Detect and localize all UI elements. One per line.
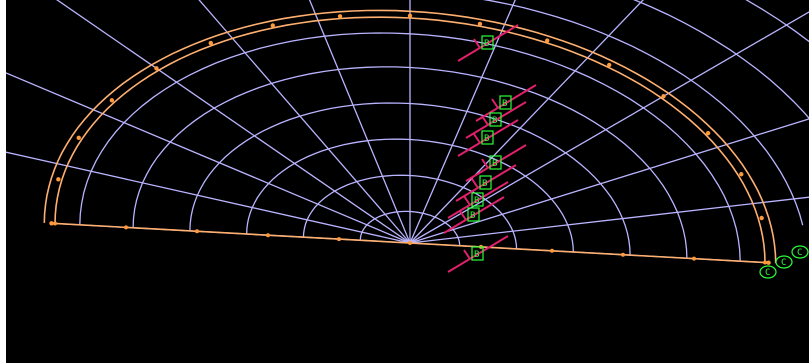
load-arrow-head	[491, 98, 499, 109]
mesh-spoke-9	[158, 69, 411, 244]
load-tag-box	[499, 95, 512, 110]
load-arrow	[475, 84, 537, 122]
load-arrow	[447, 235, 509, 273]
load-tag-label: B	[482, 179, 487, 189]
load-tag-box	[467, 207, 480, 222]
mesh-outer-spoke-8	[198, 0, 233, 39]
boundary-node	[337, 14, 343, 19]
mesh-spoke-11	[66, 165, 411, 244]
load-markers	[443, 24, 537, 273]
load-tag-box	[471, 192, 484, 207]
boundary-node	[739, 172, 744, 177]
boundary-node	[545, 38, 550, 43]
load-arrow-head	[481, 115, 489, 126]
load-arrow	[455, 164, 517, 202]
base-node	[195, 229, 199, 234]
mesh-outer-spoke-9	[56, 0, 160, 71]
boundary-node	[759, 215, 764, 221]
mesh-spoke-8	[232, 37, 411, 244]
base-node	[53, 221, 57, 226]
load-tag-label: B	[492, 116, 497, 126]
support-tag-ring	[775, 255, 793, 269]
load-arrow-head	[481, 158, 489, 169]
load-tag-box	[481, 35, 494, 50]
mesh-spoke-7	[317, 20, 411, 244]
mesh-spoke-5	[409, 30, 503, 244]
load-tag-label: B	[484, 39, 489, 49]
load-arrow	[457, 24, 519, 62]
mesh-spoke-1	[409, 202, 753, 244]
boundary-node	[154, 66, 159, 71]
boundary-node	[407, 13, 413, 18]
boundary-node	[76, 135, 81, 141]
mesh-spoke-10	[102, 112, 411, 244]
boundary-node	[49, 221, 54, 226]
load-tag-label: B	[502, 99, 507, 109]
load-arrow-head	[459, 210, 467, 221]
mesh-grid	[6, 0, 809, 264]
boundary-node	[477, 21, 483, 27]
support-tag-ring	[791, 245, 809, 259]
mesh-outer-spoke-2	[717, 118, 809, 149]
base-node	[337, 237, 341, 242]
boundary-node	[705, 130, 711, 136]
load-arrow-head	[471, 178, 479, 189]
load-arrow	[447, 181, 509, 219]
mesh-outer-spoke-1	[752, 196, 809, 205]
load-arrow-head	[473, 133, 481, 144]
boundary-node	[208, 40, 214, 46]
load-tag-label: B	[470, 211, 475, 221]
boundary-node	[661, 94, 666, 99]
mesh-spoke-2	[409, 146, 718, 244]
support-tag-label: C	[765, 268, 770, 278]
boundary-node	[56, 177, 61, 182]
load-arrow-head	[463, 249, 471, 260]
load-tag-box	[489, 155, 502, 170]
base-node	[550, 248, 554, 253]
base-node	[266, 233, 270, 238]
load-arrow	[465, 101, 527, 139]
load-arrow-head	[473, 38, 481, 49]
support-tag-label: C	[781, 258, 786, 268]
mesh-outer-ring-1	[482, 0, 804, 226]
support-tag-ring	[759, 265, 777, 279]
boundary-node	[270, 23, 275, 28]
load-arrow	[465, 144, 527, 182]
mesh-outer-spoke-11	[6, 151, 68, 167]
load-tag-box	[479, 175, 492, 190]
boundary-node	[109, 98, 115, 103]
load-tag-label: B	[492, 159, 497, 169]
support-tag-label: C	[797, 248, 802, 258]
outer-arc-offset	[43, 9, 777, 264]
load-arrow	[443, 196, 505, 234]
mesh-outer-ring-3	[745, 0, 809, 43]
boundary-nodes	[49, 13, 771, 265]
load-tag-box	[481, 130, 494, 145]
base-node	[621, 252, 625, 257]
mesh-outer-spoke-5	[501, 0, 516, 31]
outer-arc	[54, 16, 766, 263]
mesh-outer-spoke-4	[587, 0, 644, 59]
base-node	[408, 241, 412, 245]
mesh-outer-ring-2	[633, 0, 809, 120]
base-node	[763, 260, 767, 265]
mesh-outer-spoke-10	[6, 72, 103, 115]
base-node	[124, 225, 128, 230]
load-arrow-head	[463, 195, 471, 206]
load-tag-box	[471, 246, 484, 261]
mesh-spoke-3	[409, 97, 662, 244]
base-node	[692, 256, 696, 261]
mesh-outer-spoke-3	[660, 11, 809, 99]
load-tag-box	[489, 112, 502, 127]
mesh-spoke-4	[409, 57, 588, 244]
boundary-node	[766, 260, 771, 265]
load-tag-label: B	[474, 196, 479, 206]
load-tag-label: B	[474, 250, 479, 260]
load-arrow	[457, 119, 519, 157]
load-tag-label: B	[484, 134, 489, 144]
boundary-node	[606, 62, 612, 68]
